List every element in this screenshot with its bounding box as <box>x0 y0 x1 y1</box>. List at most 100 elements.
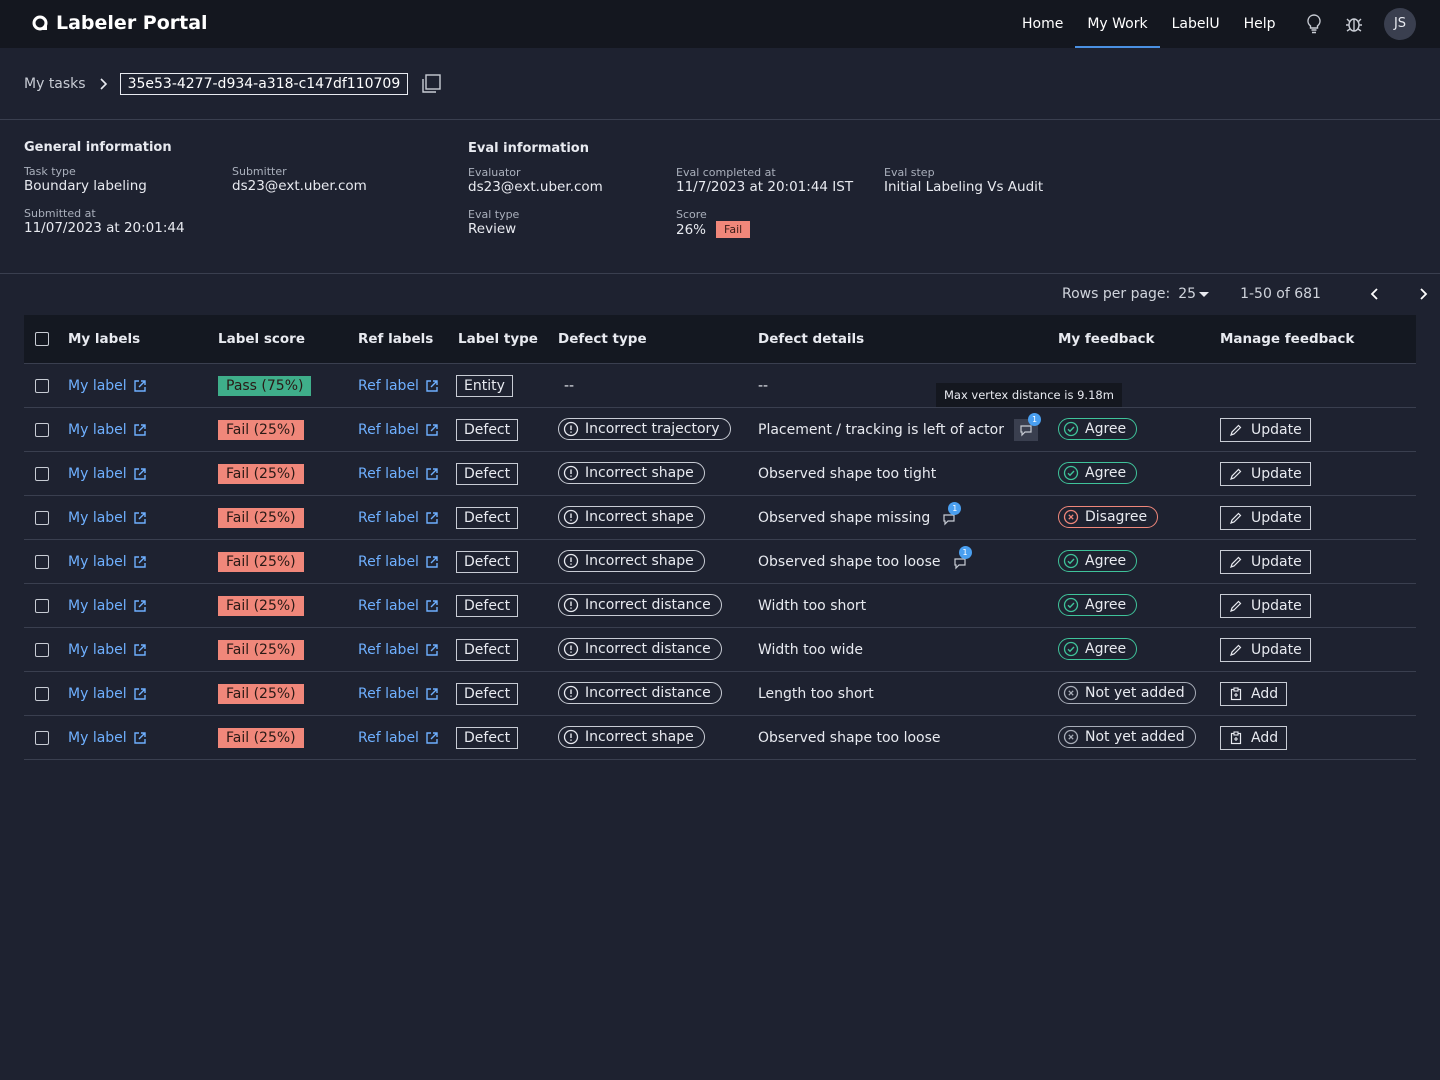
cell: Agree <box>1058 638 1220 661</box>
ref-label-link[interactable]: Ref label <box>358 466 458 482</box>
external-icon <box>425 687 439 701</box>
warning-icon <box>563 641 579 657</box>
action-icon <box>1229 423 1243 437</box>
action-button[interactable]: Update <box>1220 593 1311 618</box>
logo[interactable]: Labeler Portal <box>32 12 208 34</box>
nav-item[interactable]: Help <box>1243 16 1276 32</box>
action-button[interactable]: Add <box>1220 681 1288 706</box>
prev-page[interactable] <box>1369 287 1381 301</box>
next-page[interactable] <box>1417 287 1429 301</box>
ref-label-link[interactable]: Ref label <box>358 554 458 570</box>
score-badge: Fail (25%) <box>218 595 304 616</box>
defect-details: Placement / tracking is left of actor <box>758 421 1004 438</box>
feedback-icon <box>1063 509 1079 525</box>
ref-label-link[interactable]: Ref label <box>358 598 458 614</box>
checkbox[interactable] <box>35 332 49 346</box>
rows-select[interactable]: 25 <box>1178 286 1197 302</box>
column-header: Defect details <box>758 331 865 347</box>
nav-item[interactable]: LabelU <box>1171 16 1220 32</box>
my-label-link[interactable]: My label <box>68 466 218 482</box>
checkbox[interactable] <box>35 730 49 745</box>
defect-pill: Incorrect distance <box>558 594 722 616</box>
divider <box>0 119 1440 120</box>
defect-details: -- <box>758 377 769 394</box>
ref-label-link[interactable]: Ref label <box>358 642 458 658</box>
section-title: General information <box>24 140 172 155</box>
ref-label-link[interactable]: Ref label <box>358 422 458 438</box>
cell: Agree <box>1058 550 1220 573</box>
my-label-link[interactable]: My label <box>68 642 218 658</box>
field-label: Eval completed at <box>676 166 776 179</box>
table-row: My label Pass (75%) Ref label Entity -- -- <box>24 364 1416 408</box>
cell: Width too wide <box>758 642 1058 658</box>
checkbox[interactable] <box>35 422 49 437</box>
field-label: Evaluator <box>468 166 521 179</box>
checkbox[interactable] <box>35 554 49 569</box>
defect-pill: Incorrect distance <box>558 682 722 704</box>
cell: Ref label <box>358 466 458 482</box>
bug-icon[interactable] <box>1344 14 1364 34</box>
my-label-link[interactable]: My label <box>68 730 218 746</box>
comment-icon[interactable]: 1 <box>951 545 972 570</box>
feedback-text: Not yet added <box>1085 729 1185 745</box>
ref-label-link[interactable]: Ref label <box>358 510 458 526</box>
nav-item[interactable]: Home <box>1022 16 1064 32</box>
field-value-row: ds23@ext.uber.com <box>232 178 440 194</box>
copy-icon[interactable] <box>420 73 442 95</box>
defect-details: Width too wide <box>758 641 864 658</box>
my-label-link[interactable]: My label <box>68 422 218 438</box>
cell: Ref label <box>358 598 458 614</box>
score-badge: Fail (25%) <box>218 507 304 528</box>
feedback-icon <box>1063 641 1079 657</box>
link-text: My label <box>68 729 127 746</box>
cell: My label <box>68 730 218 746</box>
feedback-text: Agree <box>1085 641 1127 657</box>
section-title: Eval information <box>468 141 589 156</box>
my-label-link[interactable]: My label <box>68 510 218 526</box>
idea-icon[interactable] <box>1306 14 1322 34</box>
link-text: Ref label <box>358 641 419 658</box>
checkbox[interactable] <box>35 466 49 481</box>
action-button[interactable]: Update <box>1220 417 1311 442</box>
action-text: Update <box>1251 553 1302 570</box>
feedback-text: Agree <box>1085 553 1127 569</box>
action-button[interactable]: Add <box>1220 725 1288 750</box>
field-label: Submitted at <box>24 207 96 220</box>
defect-type: Incorrect shape <box>585 729 694 745</box>
my-label-link[interactable]: My label <box>68 554 218 570</box>
checkbox[interactable] <box>35 378 49 393</box>
action-button[interactable]: Update <box>1220 505 1311 530</box>
cell: Add <box>1220 725 1416 750</box>
external-icon <box>133 599 147 613</box>
action-button[interactable]: Update <box>1220 549 1311 574</box>
feedback-text: Disagree <box>1085 509 1148 525</box>
feedback-icon <box>1063 465 1079 481</box>
checkbox[interactable] <box>35 686 49 701</box>
comment-icon[interactable]: 1 <box>1013 412 1041 441</box>
ref-label-link[interactable]: Ref label <box>358 378 458 394</box>
field-label: Submitter <box>232 165 287 178</box>
eval-info: Eval information Evaluator ds23@ext.uber.… <box>468 141 1092 238</box>
my-label-link[interactable]: My label <box>68 598 218 614</box>
my-label-link[interactable]: My label <box>68 378 218 394</box>
checkbox[interactable] <box>35 510 49 525</box>
nav-item[interactable]: My Work <box>1075 2 1160 48</box>
cell: Defect <box>456 682 558 705</box>
label-type: Defect <box>456 462 519 485</box>
avatar[interactable]: JS <box>1384 8 1416 40</box>
action-button[interactable]: Update <box>1220 461 1311 486</box>
breadcrumb-parent[interactable]: My tasks <box>24 76 86 92</box>
cell: Defect <box>456 418 558 441</box>
cell: My label <box>68 422 218 438</box>
table-row: My label Fail (25%) Ref label Defect Incorre… <box>24 584 1416 628</box>
ref-label-link[interactable]: Ref label <box>358 730 458 746</box>
my-label-link[interactable]: My label <box>68 686 218 702</box>
action-button[interactable]: Update <box>1220 637 1311 662</box>
ref-label-link[interactable]: Ref label <box>358 686 458 702</box>
comment-icon[interactable]: 1 <box>940 501 962 526</box>
external-icon <box>425 555 439 569</box>
checkbox[interactable] <box>35 598 49 613</box>
field-label: Eval type <box>468 208 520 221</box>
checkbox[interactable] <box>35 642 49 657</box>
